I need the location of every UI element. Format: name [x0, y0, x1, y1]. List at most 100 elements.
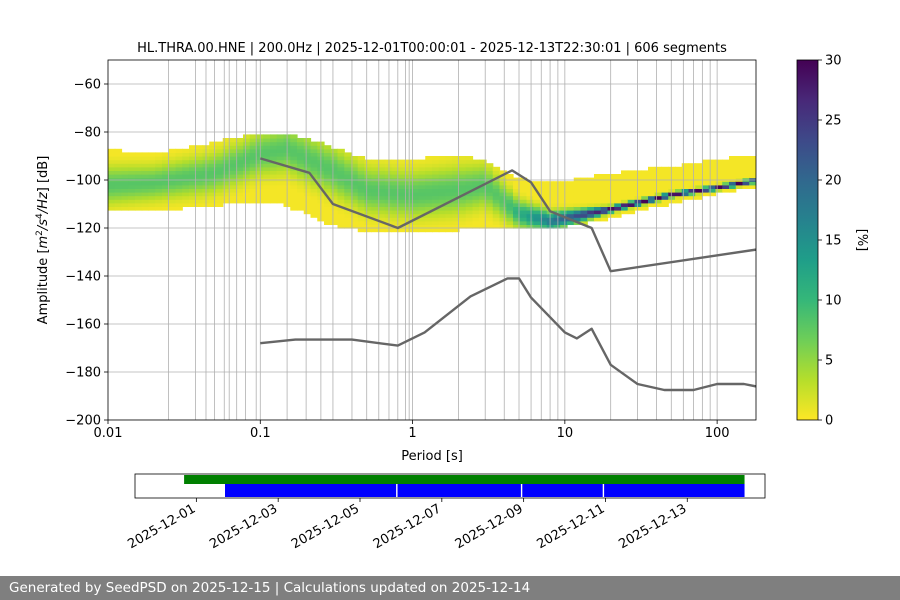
density-cell: [479, 192, 487, 197]
density-cell: [702, 166, 710, 171]
density-cell: [479, 210, 487, 215]
density-cell: [371, 206, 379, 211]
density-cell: [263, 199, 271, 204]
data-availability-timeline: 2025-12-01 2025-12-03 2025-12-05 2025-12-07…: [125, 473, 766, 552]
density-cell: [249, 159, 258, 164]
density-cell: [486, 195, 494, 200]
density-cell: [108, 199, 116, 204]
density-cell: [378, 166, 386, 171]
density-cell: [526, 199, 534, 204]
density-cell: [303, 192, 312, 197]
density-cell: [715, 163, 723, 168]
density-cell: [600, 217, 609, 222]
density-cell: [270, 134, 278, 139]
density-cell: [270, 188, 278, 193]
density-cell: [371, 174, 379, 179]
density-cell: [229, 170, 237, 175]
density-cell: [553, 184, 561, 189]
density-cell: [594, 195, 602, 200]
density-cell: [297, 192, 305, 197]
density-cell: [553, 202, 561, 207]
density-cell: [276, 145, 285, 150]
density-cell: [270, 141, 278, 146]
density-cell: [459, 174, 467, 179]
density-cell: [364, 184, 372, 189]
density-cell: [222, 152, 231, 157]
density-cell: [452, 181, 460, 186]
density-cell: [405, 188, 413, 193]
density-cell: [634, 199, 642, 204]
density-cell: [560, 192, 568, 197]
density-cell: [715, 166, 723, 171]
density-cell: [418, 163, 426, 168]
density-cell: [297, 138, 305, 143]
density-cell: [182, 148, 190, 153]
density-cell: [324, 188, 332, 193]
density-cell: [391, 170, 399, 175]
density-cell: [607, 199, 615, 204]
density-cell: [499, 206, 507, 211]
density-cell: [168, 192, 177, 197]
density-cell: [351, 217, 359, 222]
density-cell: [276, 170, 285, 175]
density-cell: [114, 199, 123, 204]
density-cell: [472, 224, 480, 229]
density-cell: [486, 210, 494, 215]
density-cell: [114, 163, 123, 168]
density-cell: [465, 224, 474, 229]
density-cell: [405, 195, 413, 200]
density-cell: [324, 192, 332, 197]
density-cell: [486, 192, 494, 197]
density-cell: [290, 184, 298, 189]
density-cell: [472, 163, 480, 168]
density-cell: [155, 156, 163, 161]
density-cell: [648, 184, 656, 189]
density-cell: [492, 184, 501, 189]
density-cell: [108, 152, 116, 157]
density-cell: [681, 195, 690, 200]
density-cell: [249, 174, 258, 179]
density-cell: [357, 174, 366, 179]
density-cell: [526, 220, 534, 225]
density-cell: [222, 138, 231, 143]
density-cell: [243, 195, 251, 200]
density-cell: [310, 195, 318, 200]
density-cell: [567, 213, 575, 218]
density-cell: [276, 134, 285, 139]
density-cell: [526, 206, 534, 211]
density-cell: [533, 217, 541, 222]
density-cell: [263, 148, 271, 153]
density-cell: [594, 184, 602, 189]
density-cell: [614, 202, 622, 207]
density-cell: [688, 174, 696, 179]
density-cell: [310, 174, 318, 179]
density-cell: [492, 192, 501, 197]
density-cell: [222, 192, 231, 197]
density-cell: [168, 199, 177, 204]
density-cell: [580, 181, 588, 186]
density-cell: [357, 170, 366, 175]
density-cell: [432, 213, 440, 218]
density-cell: [459, 163, 467, 168]
density-cell: [303, 166, 312, 171]
density-cell: [614, 206, 622, 211]
density-cell: [715, 174, 723, 179]
density-cell: [681, 188, 690, 193]
density-cell: [614, 210, 622, 215]
density-cell: [310, 202, 318, 207]
density-cell: [384, 213, 393, 218]
density-cell: [249, 156, 258, 161]
density-cell: [162, 195, 170, 200]
timeline-tick-label: 2025-12-13: [616, 501, 689, 552]
density-cell: [195, 195, 204, 200]
density-cell: [148, 166, 156, 171]
density-cell: [607, 192, 615, 197]
density-cell: [432, 224, 440, 229]
timeline-ticks: 2025-12-01 2025-12-03 2025-12-05 2025-12-07…: [125, 498, 689, 552]
density-cell: [263, 188, 271, 193]
density-cell: [175, 199, 183, 204]
density-cell: [519, 195, 528, 200]
density-cell: [222, 170, 231, 175]
y-axis-unit-m: m: [36, 236, 51, 249]
density-cell: [506, 220, 514, 225]
